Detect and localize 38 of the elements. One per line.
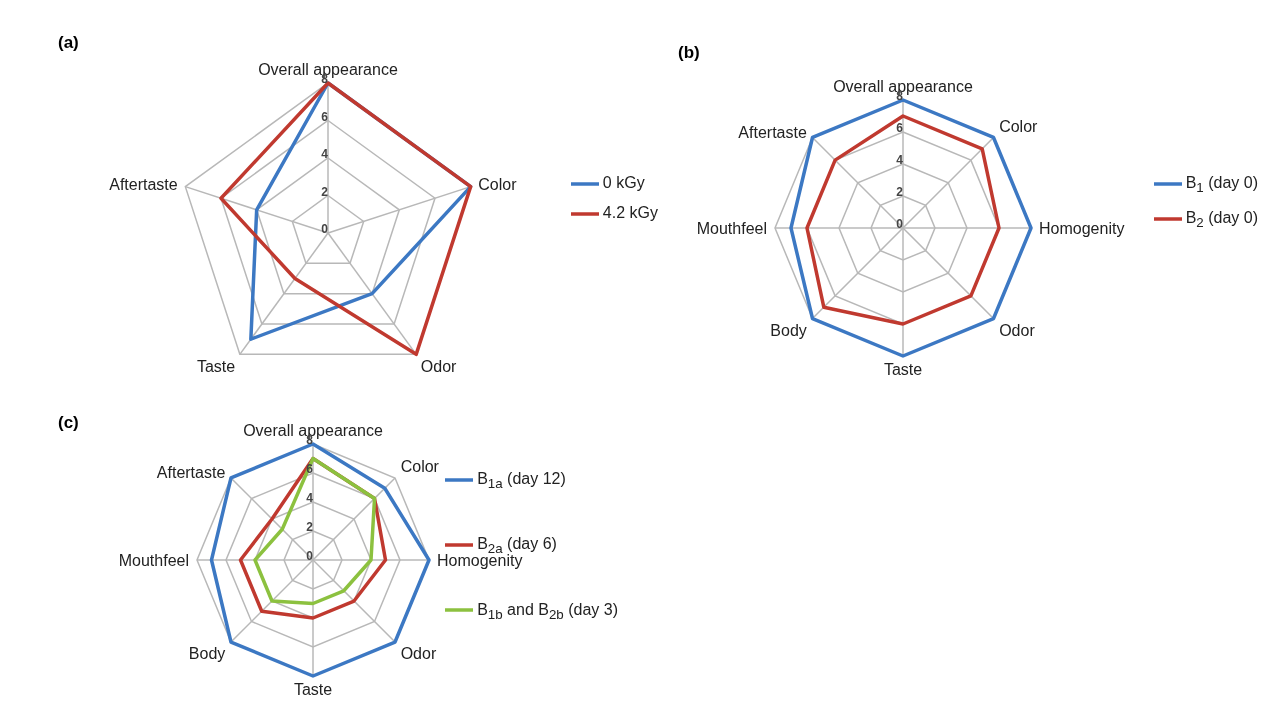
- spoke-label: Color: [478, 175, 518, 193]
- spoke-label: Odor: [999, 321, 1036, 339]
- spoke-label: Aftertaste: [156, 464, 226, 481]
- spoke-label: Odor: [420, 358, 458, 376]
- spoke-label: Aftertaste: [738, 123, 807, 141]
- y-tick-label: 6: [321, 109, 329, 124]
- y-tick-label: 2: [306, 520, 314, 534]
- spoke-label: Body: [188, 645, 226, 663]
- spoke-label: Homogenity: [1039, 219, 1125, 237]
- spoke-label: Color: [400, 458, 440, 476]
- legend-label: 4.2 kGy: [602, 204, 658, 221]
- legend-label: B$_{1a}$ (day 12): [477, 470, 566, 492]
- spoke-label: Aftertaste: [109, 175, 178, 193]
- legend-label: 0 kGy: [602, 174, 645, 191]
- y-tick-label: 0: [321, 222, 329, 236]
- y-tick-label: 4: [896, 153, 904, 167]
- y-tick-label: 4: [306, 491, 314, 505]
- spoke-label: Mouthfeel: [118, 551, 189, 569]
- chart-title: (c): [58, 413, 79, 433]
- y-tick-label: 4: [321, 147, 329, 161]
- spoke-label: Taste: [883, 361, 923, 379]
- y-tick-label: 0: [896, 217, 904, 231]
- legend-label: B$_{1}$ (day 0): [1185, 173, 1258, 195]
- legend-label: B$_{2}$ (day 0): [1185, 209, 1258, 231]
- spoke-label: Taste: [196, 358, 236, 376]
- chart-title: (b): [678, 43, 700, 63]
- spoke-label: Mouthfeel: [696, 219, 767, 237]
- spoke-label: Body: [770, 321, 807, 339]
- y-tick-label: 6: [896, 121, 904, 135]
- spoke-label: Taste: [293, 681, 333, 699]
- spoke-label: Color: [999, 117, 1039, 135]
- chart-title: (a): [58, 33, 79, 53]
- y-tick-label: 6: [306, 462, 314, 476]
- y-tick-label: 2: [896, 185, 904, 199]
- legend-label: B$_{1b}$ and B$_{2b}$ (day 3): [477, 600, 618, 622]
- y-tick-label: 2: [321, 184, 329, 199]
- y-tick-label: 0: [306, 549, 314, 563]
- spoke-label: Odor: [400, 645, 437, 663]
